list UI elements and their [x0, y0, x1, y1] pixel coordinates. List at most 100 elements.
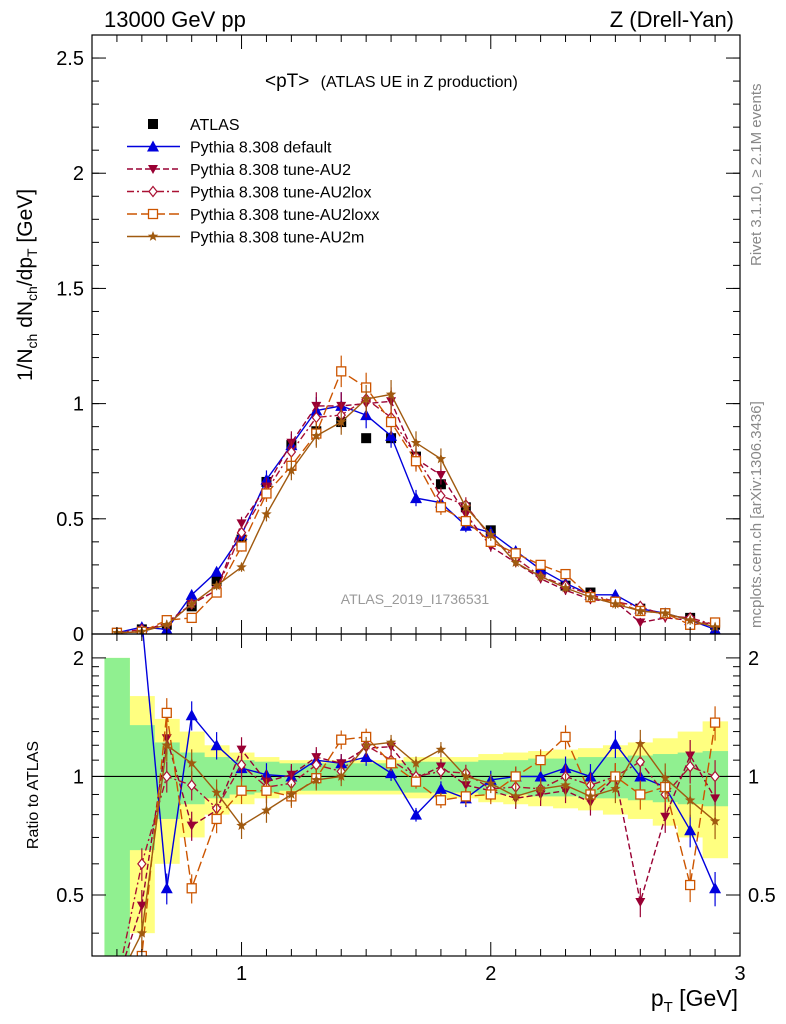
ratio-point — [710, 794, 721, 804]
ratio-point — [111, 583, 123, 594]
main-point — [186, 598, 197, 609]
ratio-point — [534, 770, 547, 782]
ratio-point — [684, 794, 696, 805]
main-point — [684, 614, 696, 625]
ratio-point — [385, 758, 397, 769]
main-point — [261, 488, 272, 499]
header-left: 13000 GeV pp — [104, 7, 246, 32]
main-point — [535, 570, 546, 581]
main-point — [361, 433, 372, 444]
ratio-point — [635, 789, 646, 800]
main-point — [385, 429, 398, 441]
ratio-point — [685, 760, 695, 773]
ratio-point — [112, 978, 121, 987]
legend-marker — [147, 231, 159, 241]
ratio-point — [460, 791, 471, 802]
main-point — [535, 559, 546, 571]
main-point — [560, 568, 571, 580]
ratio-point — [410, 757, 422, 768]
y-tick-label: 1.5 — [56, 278, 84, 300]
main-point — [560, 582, 571, 593]
ratio-point — [535, 783, 546, 794]
watermark: ATLAS_2019_I1736531 — [341, 591, 490, 607]
ratio-point — [660, 772, 671, 783]
main-point — [510, 557, 521, 567]
ratio-point — [261, 804, 272, 815]
legend-marker — [148, 165, 158, 174]
main-point — [435, 471, 446, 481]
legend-label: ATLAS — [190, 117, 240, 134]
ratio-point — [410, 808, 422, 820]
ratio-point — [160, 882, 173, 894]
main-title: <pT> (ATLAS UE in Z production) — [265, 71, 518, 92]
y-tick-label-right: 2 — [748, 648, 759, 670]
main-point — [161, 619, 172, 630]
legend-label: Pythia 8.308 tune-AU2loxx — [190, 207, 379, 224]
y-tick-label: 0.5 — [56, 509, 84, 531]
y-tick-label: 1 — [73, 766, 84, 788]
main-point — [635, 618, 646, 628]
ratio-point — [510, 790, 521, 801]
legend-label: Pythia 8.308 tune-AU2lox — [190, 185, 371, 202]
legend-label: Pythia 8.308 tune-AU2m — [190, 230, 364, 247]
mcplots-label: mcplots.cern.ch [arXiv:1306.3436] — [748, 401, 765, 628]
uncertainty-band — [129, 725, 155, 851]
y-tick-label: 2 — [73, 163, 84, 185]
y-tick-label: 1 — [73, 394, 84, 416]
main-point — [336, 366, 347, 377]
main-point — [236, 519, 247, 529]
ratio-point — [684, 824, 697, 836]
ratio-point — [710, 770, 720, 783]
ratio-point — [112, 978, 122, 987]
ratio-point — [709, 717, 721, 728]
main-title-main: <pT> — [265, 71, 309, 92]
x-tick-label: 2 — [485, 963, 496, 985]
x-tick-label: 1 — [236, 963, 247, 985]
ratio-point — [186, 821, 197, 831]
ratio-point — [660, 812, 671, 822]
ratio-point — [436, 765, 446, 778]
ratio-point — [635, 897, 646, 907]
main-point — [360, 393, 372, 404]
ratio-point — [585, 790, 596, 801]
main-point — [185, 588, 198, 600]
y-tick-label: 2.5 — [56, 48, 84, 70]
ratio-point — [186, 779, 197, 792]
legend-entry: Pythia 8.308 tune-AU2lox — [127, 185, 371, 202]
ratio-point — [510, 771, 521, 782]
main-point — [660, 607, 671, 618]
ratio-point — [435, 744, 447, 754]
ratio-point — [161, 707, 172, 719]
ratio-point — [311, 774, 322, 785]
main-point — [336, 416, 347, 427]
x-axis-label: pT [GeV] — [651, 985, 738, 1016]
main-point — [186, 612, 197, 624]
y-tick-label: 2 — [73, 648, 84, 670]
legend-entry: Pythia 8.308 default — [127, 140, 332, 157]
main-panel: 0 0.5 1 1.5 2 2.5 <pT> (ATLAS UE in Z product… — [14, 34, 741, 646]
ratio-point — [137, 857, 147, 870]
legend-marker — [147, 208, 159, 220]
ratio-point — [261, 785, 272, 796]
main-point — [510, 548, 521, 559]
ratio-point — [161, 739, 172, 750]
legend-entry: Pythia 8.308 tune-AU2m — [127, 230, 364, 247]
main-y-label: 1/Nch dNch/dpT [GeV] — [14, 189, 40, 381]
ratio-point — [685, 879, 696, 891]
ratio-point — [560, 731, 571, 743]
main-point — [610, 598, 621, 609]
x-tick-label: 3 — [734, 963, 745, 985]
ratio-point — [136, 901, 147, 911]
legend-label: Pythia 8.308 tune-AU2 — [190, 162, 351, 179]
ratio-point — [635, 755, 646, 768]
ratio-point — [535, 755, 546, 766]
main-point — [635, 605, 646, 616]
y-tick-label: 0.5 — [56, 885, 84, 907]
ratio-point — [434, 782, 447, 794]
main-title-sub: (ATLAS UE in Z production) — [321, 74, 518, 91]
ratio-point — [186, 883, 197, 894]
ratio-point — [185, 709, 198, 721]
y-tick-label-right: 1 — [748, 766, 759, 788]
rivet-label: Rivet 3.1.10, ≥ 2.1M events — [748, 84, 765, 267]
main-series-5 — [111, 380, 721, 634]
